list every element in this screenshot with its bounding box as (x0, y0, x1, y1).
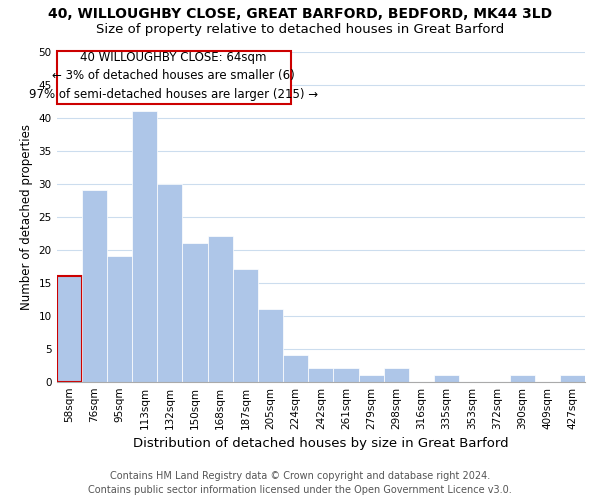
Bar (56, 276, 82, 382)
Bar (509, 375, 535, 382)
Bar (56, 52, 290, 104)
Bar (359, 375, 384, 382)
Bar (334, 368, 359, 382)
Bar (283, 356, 308, 382)
Bar (208, 236, 233, 382)
Text: 40, WILLOUGHBY CLOSE, GREAT BARFORD, BEDFORD, MK44 3LD: 40, WILLOUGHBY CLOSE, GREAT BARFORD, BED… (48, 8, 552, 22)
Text: 40 WILLOUGHBY CLOSE: 64sqm
← 3% of detached houses are smaller (6)
97% of semi-d: 40 WILLOUGHBY CLOSE: 64sqm ← 3% of detac… (29, 51, 318, 101)
Bar (107, 256, 132, 382)
Bar (233, 270, 258, 382)
Y-axis label: Number of detached properties: Number of detached properties (20, 124, 33, 310)
Text: Contains HM Land Registry data © Crown copyright and database right 2024.
Contai: Contains HM Land Registry data © Crown c… (88, 471, 512, 495)
Bar (182, 243, 208, 382)
Bar (560, 375, 585, 382)
Bar (82, 190, 107, 382)
X-axis label: Distribution of detached houses by size in Great Barford: Distribution of detached houses by size … (133, 437, 509, 450)
Bar (258, 309, 283, 382)
Bar (308, 368, 334, 382)
Bar (132, 111, 157, 382)
Text: Size of property relative to detached houses in Great Barford: Size of property relative to detached ho… (96, 22, 504, 36)
Bar (384, 368, 409, 382)
Bar (157, 184, 182, 382)
Bar (434, 375, 459, 382)
